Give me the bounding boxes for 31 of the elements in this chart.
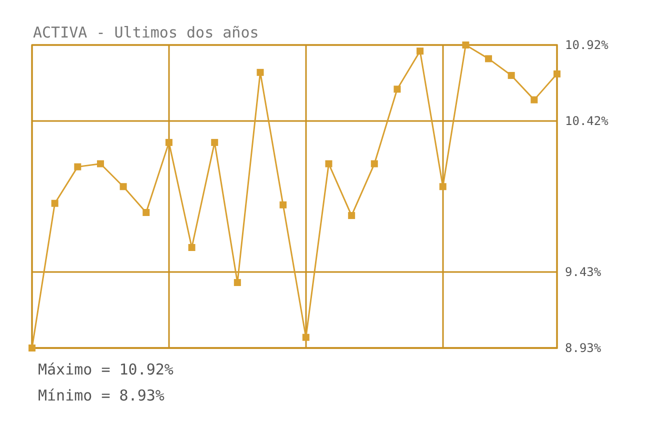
y-tick-label: 9.43% bbox=[565, 264, 602, 279]
y-tick-label: 10.92% bbox=[565, 38, 610, 52]
point bbox=[348, 212, 356, 220]
point bbox=[165, 138, 172, 146]
point bbox=[462, 42, 470, 48]
point bbox=[280, 201, 287, 208]
point bbox=[188, 244, 196, 252]
point bbox=[302, 334, 310, 341]
y-tick-label: 8.93% bbox=[565, 341, 602, 355]
point bbox=[530, 96, 538, 104]
y-tick-label: 10.42% bbox=[565, 114, 610, 128]
point bbox=[28, 344, 36, 352]
point bbox=[120, 183, 127, 190]
point bbox=[51, 200, 58, 207]
point bbox=[508, 72, 515, 79]
point bbox=[234, 279, 241, 286]
point bbox=[142, 208, 150, 216]
point bbox=[416, 48, 424, 55]
point bbox=[96, 160, 104, 168]
point bbox=[325, 160, 332, 168]
text: Máximo = 10.92% bbox=[38, 360, 174, 378]
point bbox=[256, 68, 264, 76]
point bbox=[485, 55, 492, 62]
point bbox=[554, 70, 560, 78]
chart-title: ACTIVA - Ultimos dos años bbox=[33, 24, 259, 42]
point bbox=[211, 138, 218, 146]
point bbox=[370, 160, 378, 168]
text: Mínimo = 8.93% bbox=[38, 386, 164, 404]
point bbox=[74, 163, 82, 170]
point bbox=[394, 86, 401, 93]
point bbox=[439, 183, 446, 190]
